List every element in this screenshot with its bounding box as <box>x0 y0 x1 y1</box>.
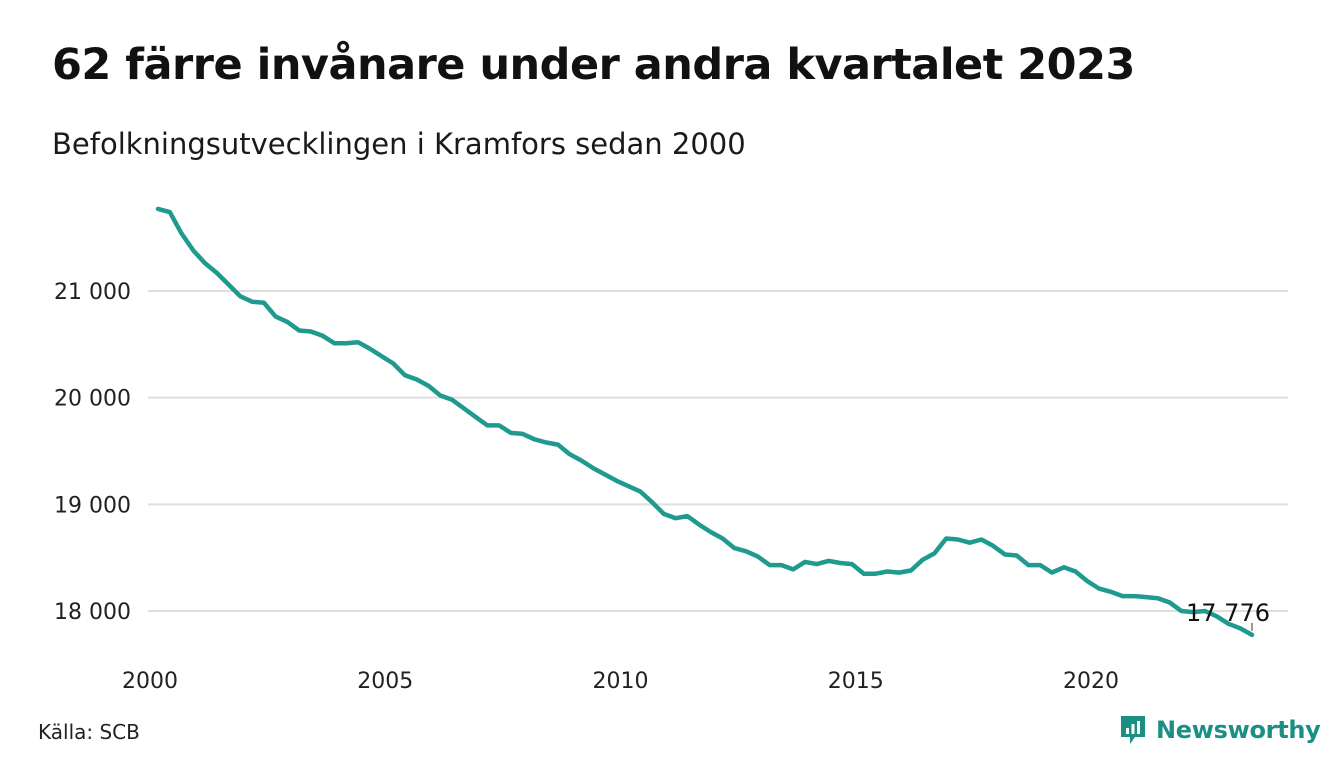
population-series-line <box>155 206 1255 638</box>
x-axis-tick-labels: 2000 2005 2010 2015 2020 <box>122 669 1119 694</box>
y-tick-label: 18 000 <box>54 600 131 625</box>
chart-title: 62 färre invånare under andra kvartalet … <box>52 40 1135 90</box>
end-value-label: 17 776 <box>1186 599 1270 627</box>
y-tick-label: 19 000 <box>54 493 131 518</box>
x-tick-label: 2015 <box>828 669 884 694</box>
x-tick-label: 2020 <box>1063 669 1119 694</box>
x-tick-label: 2010 <box>593 669 649 694</box>
brand-logo: Newsworthy <box>1118 713 1321 747</box>
x-tick-label: 2000 <box>122 669 178 694</box>
y-tick-label: 20 000 <box>54 387 131 412</box>
x-tick-label: 2005 <box>357 669 413 694</box>
newsworthy-logo-icon <box>1121 716 1145 744</box>
brand-name: Newsworthy <box>1156 716 1321 744</box>
source-note: Källa: SCB <box>38 720 140 744</box>
y-axis-tick-labels: 18 000 19 000 20 000 21 000 <box>54 280 131 625</box>
chart-subtitle: Befolkningsutvecklingen i Kramfors sedan… <box>52 127 746 161</box>
y-tick-label: 21 000 <box>54 280 131 305</box>
gridlines <box>148 290 1288 612</box>
